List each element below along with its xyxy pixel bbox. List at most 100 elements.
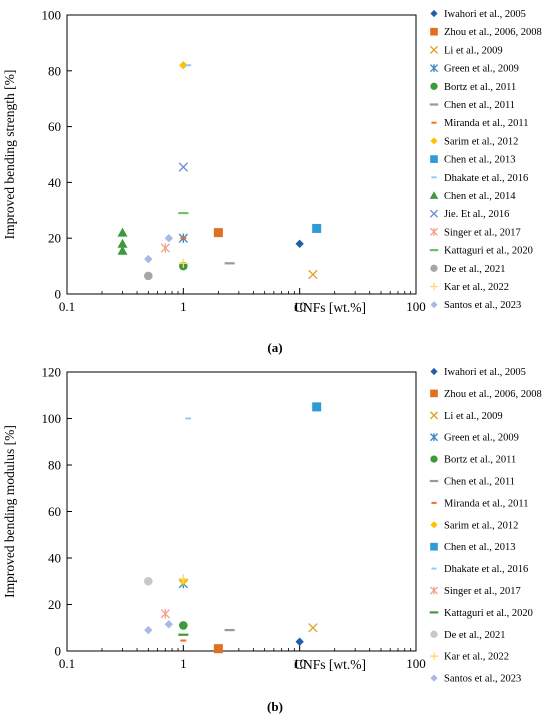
x-tick-label: 1 bbox=[180, 299, 187, 314]
legend-item: Santos et al., 2023 bbox=[430, 674, 521, 685]
data-point bbox=[213, 228, 223, 238]
x-axis-label: CNFs [wt.%] bbox=[294, 300, 366, 315]
legend-label: Dhakate et al., 2016 bbox=[444, 173, 528, 184]
legend-label: Kar et al., 2022 bbox=[444, 652, 509, 663]
data-point bbox=[178, 258, 188, 268]
y-tick-label: 60 bbox=[48, 504, 61, 519]
y-tick-label: 100 bbox=[42, 411, 62, 426]
y-tick-label: 40 bbox=[48, 175, 61, 190]
data-point bbox=[312, 223, 322, 233]
data-point bbox=[295, 637, 304, 646]
legend-marker bbox=[430, 389, 438, 398]
legend-label: Dhakate et al., 2016 bbox=[444, 564, 528, 575]
legend-label: Iwahori et al., 2005 bbox=[444, 367, 526, 378]
data-point bbox=[295, 239, 304, 248]
legend-label: Zhou et al., 2006, 2008 bbox=[444, 389, 542, 400]
legend-item: Dhakate et al., 2016 bbox=[431, 564, 528, 575]
legend-label: Sarim et al., 2012 bbox=[444, 520, 518, 531]
legend-item: Miranda et al., 2011 bbox=[431, 118, 528, 129]
legend-label: Singer et al., 2017 bbox=[444, 586, 521, 597]
legend-marker bbox=[430, 652, 438, 661]
legend-marker bbox=[430, 155, 438, 163]
legend-item: Iwahori et al., 2005 bbox=[430, 367, 526, 378]
legend-marker bbox=[430, 282, 438, 291]
legend-item: De et al., 2021 bbox=[430, 264, 506, 275]
legend-item: Singer et al., 2017 bbox=[429, 586, 521, 597]
legend-label: Miranda et al., 2011 bbox=[444, 118, 528, 129]
legend-label: Kattaguri et al., 2020 bbox=[444, 246, 533, 257]
legend-marker bbox=[429, 411, 439, 420]
legend-marker bbox=[430, 367, 438, 376]
y-tick-label: 40 bbox=[48, 551, 61, 566]
legend-label: Chen et al., 2013 bbox=[444, 542, 515, 553]
legend-item: Jie. Et al., 2016 bbox=[429, 209, 509, 220]
legend-label: Miranda et al., 2011 bbox=[444, 498, 528, 509]
legend-item: Chen et al., 2014 bbox=[429, 191, 516, 202]
plot-frame bbox=[66, 371, 417, 652]
legend-label: Bortz et al., 2011 bbox=[444, 82, 516, 93]
legend-label: Green et al., 2009 bbox=[444, 433, 519, 444]
legend-label: Kar et al., 2022 bbox=[444, 282, 509, 293]
legend-item: Iwahori et al., 2005 bbox=[430, 9, 526, 20]
y-tick-label: 120 bbox=[42, 365, 62, 380]
legend-marker bbox=[429, 227, 439, 236]
data-point bbox=[178, 162, 188, 172]
data-point bbox=[312, 402, 322, 412]
legend-label: Santos et al., 2023 bbox=[444, 674, 521, 685]
x-tick-label: 10 bbox=[293, 299, 306, 314]
data-point bbox=[179, 61, 188, 70]
legend-marker bbox=[430, 521, 438, 529]
data-point bbox=[164, 620, 173, 629]
data-point bbox=[144, 254, 153, 264]
legend-item: Kar et al., 2022 bbox=[430, 282, 509, 293]
data-point bbox=[179, 621, 188, 630]
legend-item: Sarim et al., 2012 bbox=[430, 520, 518, 531]
legend-marker bbox=[430, 82, 438, 90]
data-point bbox=[144, 625, 153, 635]
x-tick-label: 1 bbox=[180, 656, 187, 671]
legend-item: Li et al., 2009 bbox=[429, 45, 503, 56]
legend-item: Zhou et al., 2006, 2008 bbox=[430, 27, 542, 38]
legend-marker bbox=[430, 542, 438, 551]
legend-label: Zhou et al., 2006, 2008 bbox=[444, 27, 542, 38]
y-tick-label: 20 bbox=[48, 597, 61, 612]
legend-marker bbox=[429, 64, 439, 73]
legend-label: Green et al., 2009 bbox=[444, 64, 519, 75]
legend-label: Jie. Et al., 2016 bbox=[444, 209, 509, 220]
legend-label: Santos et al., 2023 bbox=[444, 300, 521, 311]
plot-frame bbox=[66, 14, 417, 295]
y-axis-label: Improved bending modulus [%] bbox=[2, 425, 17, 598]
legend-item: Sarim et al., 2012 bbox=[430, 136, 518, 147]
legend-item: Zhou et al., 2006, 2008 bbox=[430, 389, 542, 400]
legend-item: Chen et al., 2013 bbox=[430, 542, 515, 553]
y-tick-label: 0 bbox=[55, 287, 62, 302]
legend-label: Chen et al., 2011 bbox=[444, 477, 515, 488]
x-tick-label: 0.1 bbox=[59, 299, 75, 314]
legend-marker bbox=[430, 301, 438, 309]
legend-label: Kattaguri et al., 2020 bbox=[444, 608, 533, 619]
data-point bbox=[160, 609, 170, 619]
legend-item: Santos et al., 2023 bbox=[430, 300, 521, 311]
y-axis-label: Improved bending strength [%] bbox=[2, 70, 17, 240]
panel-caption: (b) bbox=[267, 699, 283, 714]
legend-item: Miranda et al., 2011 bbox=[431, 498, 528, 509]
x-tick-label: 100 bbox=[406, 299, 426, 314]
legend-item: Chen et al., 2013 bbox=[430, 155, 515, 166]
legend-item: Li et al., 2009 bbox=[429, 411, 503, 422]
y-tick-label: 0 bbox=[55, 644, 62, 659]
data-point bbox=[178, 574, 188, 584]
legend-item: Singer et al., 2017 bbox=[429, 227, 521, 238]
data-point bbox=[164, 234, 173, 243]
legend-item: Chen et al., 2011 bbox=[429, 477, 515, 488]
legend: Iwahori et al., 2005 Zhou et al., 2006, 2… bbox=[429, 367, 542, 685]
legend-marker bbox=[429, 433, 439, 442]
legend-item: Bortz et al., 2011 bbox=[430, 82, 516, 93]
legend-item: De et al., 2021 bbox=[430, 630, 506, 641]
legend-label: Chen et al., 2014 bbox=[444, 191, 516, 202]
legend-item: Dhakate et al., 2016 bbox=[431, 173, 528, 184]
legend-label: Singer et al., 2017 bbox=[444, 227, 521, 238]
data-point bbox=[144, 576, 153, 586]
x-tick-label: 0.1 bbox=[59, 656, 75, 671]
legend-item: Green et al., 2009 bbox=[429, 64, 519, 75]
legend-label: De et al., 2021 bbox=[444, 630, 506, 641]
